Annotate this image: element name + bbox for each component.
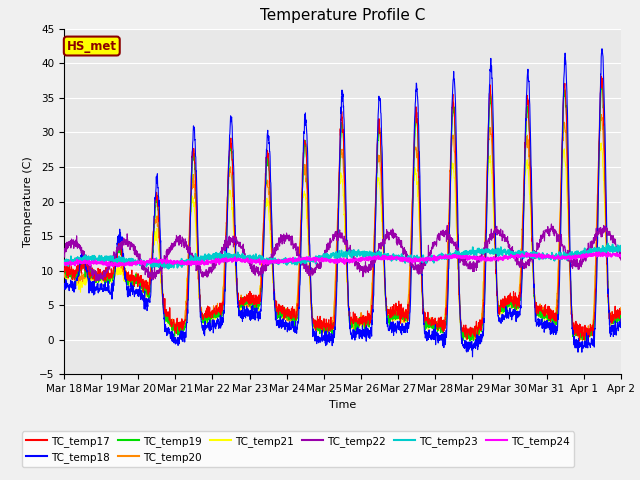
TC_temp17 (617, 311, 625, 317)
TC_temp18 (216, 320, 223, 326)
Title: Temperature Profile C: Temperature Profile C (260, 9, 425, 24)
TC_temp19 (216, 309, 223, 314)
TC_temp17 (584, 326, 591, 332)
TC_temp21 (584, 329, 591, 335)
TC_temp22 (92, 278, 100, 284)
TC_temp20 (598, 112, 605, 118)
Text: HS_met: HS_met (67, 39, 116, 52)
TC_temp23 (504, 249, 512, 255)
TC_temp17 (371, 240, 378, 246)
TC_temp21 (216, 307, 223, 313)
TC_temp24 (568, 254, 575, 260)
TC_temp20 (617, 305, 625, 311)
TC_temp18 (60, 281, 68, 287)
TC_temp19 (371, 255, 378, 261)
TC_temp19 (584, 334, 591, 340)
TC_temp23 (216, 252, 223, 258)
TC_temp23 (164, 266, 172, 272)
TC_temp22 (548, 221, 556, 227)
TC_temp17 (358, 313, 366, 319)
TC_temp24 (60, 260, 68, 266)
TC_temp19 (617, 314, 625, 320)
Line: TC_temp22: TC_temp22 (64, 224, 621, 281)
TC_temp24 (371, 253, 379, 259)
TC_temp24 (359, 257, 367, 263)
TC_temp20 (568, 303, 575, 309)
TC_temp20 (216, 311, 223, 316)
TC_temp24 (595, 249, 603, 255)
TC_temp23 (617, 248, 625, 254)
TC_temp22 (359, 267, 367, 273)
TC_temp22 (584, 249, 591, 254)
TC_temp23 (359, 251, 367, 257)
Line: TC_temp17: TC_temp17 (64, 76, 621, 341)
TC_temp20 (579, 337, 586, 343)
TC_temp20 (504, 298, 512, 304)
TC_temp20 (371, 226, 378, 231)
TC_temp19 (358, 320, 366, 326)
X-axis label: Time: Time (329, 400, 356, 409)
TC_temp23 (371, 251, 379, 257)
TC_temp20 (60, 272, 68, 278)
Y-axis label: Temperature (C): Temperature (C) (23, 156, 33, 247)
Line: TC_temp24: TC_temp24 (64, 252, 621, 267)
TC_temp22 (371, 255, 379, 261)
TC_temp17 (474, 338, 481, 344)
Legend: TC_temp17, TC_temp18, TC_temp19, TC_temp20, TC_temp21, TC_temp22, TC_temp23, TC_: TC_temp17, TC_temp18, TC_temp19, TC_temp… (22, 432, 574, 467)
TC_temp19 (504, 304, 512, 310)
TC_temp18 (598, 46, 606, 52)
TC_temp24 (113, 264, 121, 270)
TC_temp22 (60, 252, 68, 258)
TC_temp21 (597, 140, 605, 146)
TC_temp18 (358, 323, 366, 328)
TC_temp21 (568, 312, 575, 318)
TC_temp19 (568, 313, 575, 319)
Line: TC_temp21: TC_temp21 (64, 143, 621, 342)
TC_temp22 (504, 244, 512, 250)
Line: TC_temp20: TC_temp20 (64, 115, 621, 340)
TC_temp18 (584, 340, 591, 346)
TC_temp23 (584, 249, 591, 254)
TC_temp21 (60, 270, 68, 276)
Line: TC_temp23: TC_temp23 (64, 243, 621, 269)
TC_temp21 (504, 296, 512, 301)
TC_temp19 (466, 338, 474, 344)
TC_temp22 (617, 257, 625, 263)
TC_temp17 (216, 309, 223, 314)
TC_temp20 (358, 313, 366, 319)
TC_temp21 (358, 317, 366, 323)
TC_temp24 (216, 259, 223, 265)
TC_temp22 (568, 264, 576, 270)
TC_temp24 (584, 253, 591, 259)
TC_temp21 (581, 339, 589, 345)
TC_temp21 (371, 226, 378, 232)
TC_temp17 (568, 314, 575, 320)
TC_temp18 (504, 315, 512, 321)
TC_temp24 (617, 253, 625, 259)
TC_temp18 (371, 260, 378, 266)
TC_temp19 (60, 268, 68, 274)
TC_temp17 (60, 268, 68, 274)
TC_temp17 (598, 73, 605, 79)
TC_temp18 (617, 316, 625, 322)
TC_temp24 (504, 254, 512, 260)
TC_temp22 (216, 253, 223, 259)
Line: TC_temp18: TC_temp18 (64, 49, 621, 357)
TC_temp17 (504, 292, 512, 298)
TC_temp23 (568, 250, 575, 256)
TC_temp18 (468, 354, 476, 360)
TC_temp21 (617, 311, 625, 316)
TC_temp23 (60, 258, 68, 264)
TC_temp19 (598, 80, 606, 86)
TC_temp23 (604, 240, 611, 246)
TC_temp18 (568, 314, 575, 320)
TC_temp20 (584, 332, 591, 337)
Line: TC_temp19: TC_temp19 (64, 83, 621, 341)
